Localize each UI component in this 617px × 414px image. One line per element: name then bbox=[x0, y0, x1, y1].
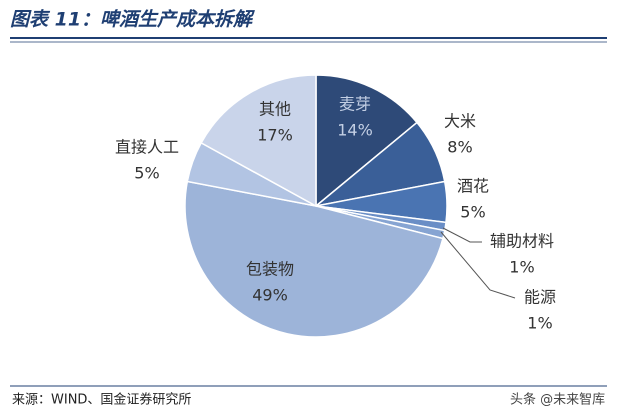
slice-label: 包装物 bbox=[246, 260, 294, 279]
value-label: 1% bbox=[527, 314, 552, 333]
value-label: 1% bbox=[509, 258, 534, 277]
slice-label: 大米 bbox=[444, 112, 476, 131]
slice-label: 酒花 bbox=[457, 177, 489, 196]
slice-label: 辅助材料 bbox=[490, 232, 554, 251]
value-label: 14% bbox=[337, 121, 373, 140]
value-label: 5% bbox=[134, 164, 159, 183]
source: 来源：WIND、国金证券研究所 bbox=[12, 392, 191, 408]
pie-slice bbox=[315, 74, 418, 208]
pie-slice bbox=[200, 74, 317, 208]
chart-title: 图表 11：啤酒生产成本拆解 bbox=[10, 9, 255, 31]
slice-label: 麦芽 bbox=[339, 95, 371, 114]
value-label: 5% bbox=[460, 203, 485, 222]
slice-label: 其他 bbox=[259, 100, 291, 119]
slice-label: 直接人工 bbox=[115, 138, 179, 157]
value-label: 49% bbox=[252, 286, 288, 305]
leader-line bbox=[440, 231, 516, 299]
value-label: 17% bbox=[257, 126, 293, 145]
leader-line bbox=[442, 227, 482, 243]
value-label: 8% bbox=[447, 138, 472, 157]
watermark: 头条 @未来智库 bbox=[510, 392, 605, 408]
slice-label: 能源 bbox=[524, 288, 556, 307]
pie-slice bbox=[184, 180, 444, 338]
